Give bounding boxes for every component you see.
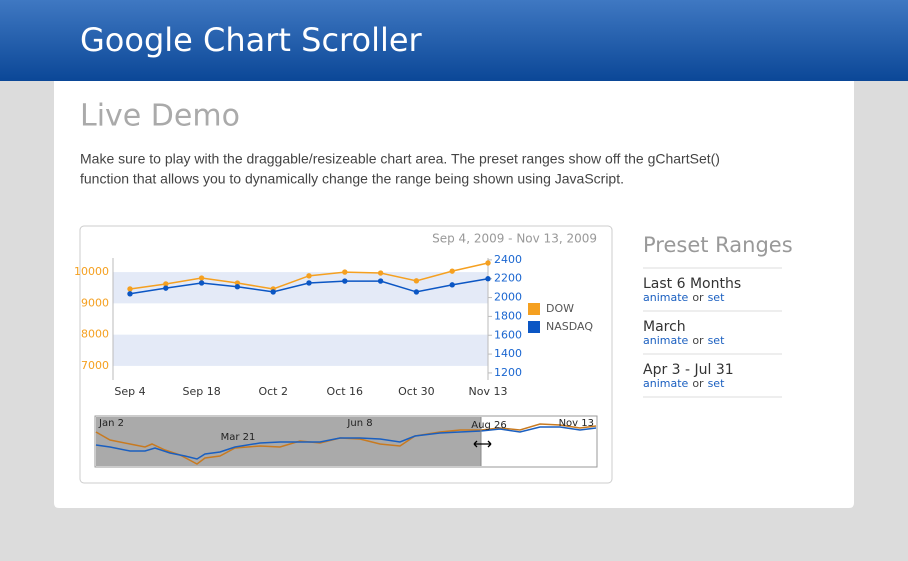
header-bar [0,0,908,81]
animate-link[interactable]: animate [643,334,689,347]
band [113,334,488,366]
legend-swatch [528,303,540,315]
x-tick-label: Nov 13 [469,385,508,398]
point [485,260,491,266]
point [306,273,312,279]
overview-line [95,426,597,460]
y-tick-label: 8000 [81,328,109,341]
point [485,276,491,282]
set-link[interactable]: set [708,377,725,390]
x-tick-label: Oct 30 [398,385,435,398]
date-range: Sep 4, 2009 - Nov 13, 2009 [432,232,597,246]
intro-line: Make sure to play with the draggable/res… [80,151,720,167]
preset-label: Apr 3 - Jul 31 [643,362,734,378]
preset-label: March [643,319,686,335]
scroller-label: Jan 2 [98,418,124,429]
preset-label: Last 6 Months [643,276,741,292]
set-link[interactable]: set [708,291,725,304]
point [449,268,455,274]
point [449,282,455,288]
animate-link[interactable]: animate [643,377,689,390]
y2-tick-label: 1800 [494,309,522,322]
scroller-label: Mar 21 [221,432,256,443]
resize-cursor [473,440,492,448]
legend-label: DOW [546,302,574,315]
point [198,275,205,281]
heading: Live Demo [80,99,240,134]
set-link[interactable]: set [708,334,725,347]
point [163,285,169,291]
site-title: Google Chart Scroller [80,21,423,59]
x-tick-label: Oct 2 [258,385,288,398]
y2-tick-label: 2000 [494,291,522,304]
point [234,284,241,290]
legend-label: NASDAQ [546,320,593,333]
or-text: or [692,377,704,390]
y2-tick-label: 1600 [494,328,522,341]
point [127,291,133,297]
point [377,278,384,284]
point [198,280,205,286]
or-text: or [692,291,704,304]
or-text: or [692,334,704,347]
animate-link[interactable]: animate [643,291,689,304]
y2-tick-label: 1400 [494,347,522,360]
scroller-label: Nov 13 [559,418,594,429]
x-tick-label: Oct 16 [327,385,364,398]
y2-tick-label: 1200 [494,366,522,379]
presets-title: Preset Ranges [643,233,793,257]
scroller-label: Jun 8 [346,418,372,429]
y-tick-label: 9000 [81,296,109,309]
band [113,272,488,304]
intro-line: function that allows you to dynamically … [80,171,624,187]
x-tick-label: Sep 18 [182,385,220,398]
point [270,289,276,295]
overview-line [95,423,597,465]
y-tick-label: 10000 [74,265,109,278]
y2-tick-label: 2400 [494,253,522,266]
point [342,269,348,275]
y-tick-label: 7000 [81,359,109,372]
point [127,286,133,292]
legend-swatch [528,321,540,333]
x-tick-label: Sep 4 [114,385,145,398]
point [163,281,169,287]
point [342,278,348,284]
point [413,289,420,295]
point [234,280,241,286]
point [413,278,420,284]
scroller-label: Aug 26 [471,420,506,431]
point [377,270,384,276]
y2-tick-label: 2200 [494,272,522,285]
point [306,280,312,286]
